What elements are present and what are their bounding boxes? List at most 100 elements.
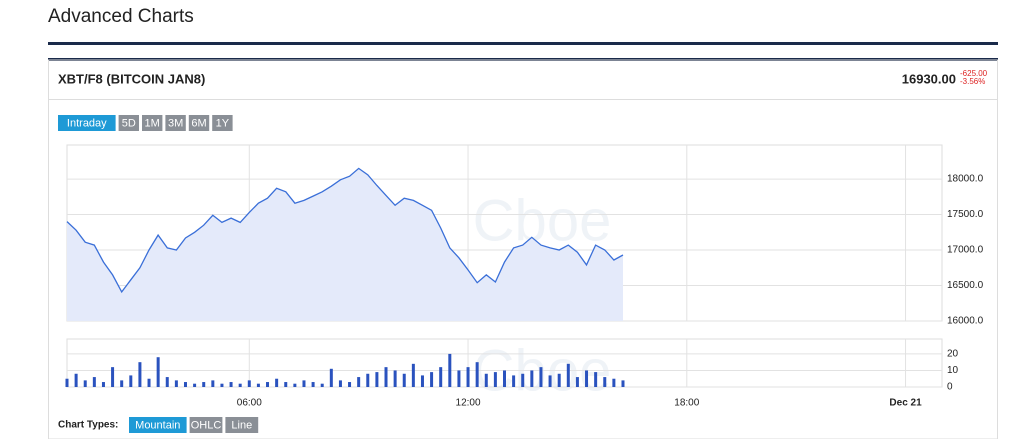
volume-bar <box>621 380 625 387</box>
price-line <box>66 167 624 294</box>
button-bg[interactable] <box>212 115 233 131</box>
button-bg[interactable] <box>58 115 116 131</box>
button-bg[interactable] <box>189 417 223 433</box>
volume-bar <box>256 383 260 387</box>
button[interactable]: 1M <box>142 115 163 131</box>
volume-bar <box>393 370 397 387</box>
volume-bar <box>466 367 470 387</box>
volume-bar <box>539 367 543 387</box>
y-tick-label: 17500.0 <box>947 209 984 220</box>
button-bg[interactable] <box>142 115 163 131</box>
volume-bar <box>575 377 579 387</box>
chart-types-label: Chart Types: <box>58 420 118 431</box>
volume-bar <box>566 363 570 387</box>
button-label[interactable]: OHLC <box>191 419 222 431</box>
volume-bar <box>156 357 160 387</box>
volume-bar <box>129 375 133 387</box>
volume-bar <box>165 377 169 387</box>
volume-bar <box>247 380 251 387</box>
button-label[interactable]: 1M <box>145 117 160 129</box>
volume-bar <box>302 380 306 387</box>
button[interactable]: OHLC <box>189 417 223 433</box>
button-bg[interactable] <box>165 115 186 131</box>
volume-bar <box>366 373 370 387</box>
button[interactable]: 3M <box>165 115 186 131</box>
button[interactable]: Mountain <box>129 417 187 433</box>
watermark: Cboe <box>473 188 612 253</box>
volume-bar <box>193 383 197 387</box>
button[interactable]: Intraday <box>58 115 116 131</box>
volume-bar <box>375 372 379 387</box>
volume-bar <box>101 382 105 387</box>
volume-bar <box>284 382 288 387</box>
button-bg[interactable] <box>129 417 187 433</box>
button-label[interactable]: Mountain <box>135 419 180 431</box>
x-tick-label: 12:00 <box>456 398 481 409</box>
button[interactable]: 5D <box>118 115 139 131</box>
volume-bar <box>120 380 124 387</box>
volume-bar <box>594 372 598 387</box>
volume-bar <box>338 380 342 387</box>
volume-bar <box>238 383 242 387</box>
volume-bar <box>521 373 525 387</box>
change-pct: -3.56% <box>960 77 985 86</box>
volume-bar <box>493 372 497 387</box>
volume-bar <box>430 372 434 387</box>
volume-bar <box>83 380 87 387</box>
volume-bar <box>147 378 151 387</box>
button-label[interactable]: 5D <box>122 117 136 129</box>
volume-bar <box>420 375 424 387</box>
volume-bar <box>457 370 461 387</box>
button-label[interactable]: 3M <box>168 117 183 129</box>
symbol: XBT/F8 (BITCOIN JAN8) <box>58 71 205 86</box>
last-price: 16930.00 <box>902 71 956 86</box>
button-bg[interactable] <box>118 115 139 131</box>
volume-bar <box>585 370 589 387</box>
volume-bar <box>229 382 233 387</box>
volume-bar <box>357 377 361 387</box>
volume-bar <box>448 353 452 387</box>
volume-bar <box>111 367 115 387</box>
volume-bar <box>557 373 561 387</box>
button-bg[interactable] <box>225 417 259 433</box>
volume-bar <box>530 370 534 387</box>
y-tick-label: 17000.0 <box>947 245 984 256</box>
button[interactable]: 1Y <box>212 115 233 131</box>
volume-bar <box>275 378 279 387</box>
y-tick-label: 18000.0 <box>947 174 984 185</box>
y-tick-label: 16000.0 <box>947 316 984 327</box>
volume-bar <box>411 363 415 387</box>
volume-bar <box>612 378 616 387</box>
button-label[interactable]: 1Y <box>216 117 230 129</box>
volume-bar <box>174 380 178 387</box>
volume-bar <box>74 373 78 387</box>
volume-bar <box>548 375 552 387</box>
button[interactable]: 6M <box>188 115 210 131</box>
volume-bar <box>439 367 443 387</box>
button-label[interactable]: 6M <box>191 117 206 129</box>
volume-bar <box>183 382 187 387</box>
volume-bar <box>402 373 406 387</box>
volume-bar <box>293 383 297 387</box>
button-label[interactable]: Intraday <box>67 117 107 129</box>
y-tick-label: 16500.0 <box>947 280 984 291</box>
volume-bar <box>348 382 352 387</box>
volume-bar <box>202 382 206 387</box>
page-title: Advanced Charts <box>48 6 194 27</box>
volume-bar <box>138 362 142 387</box>
button-bg[interactable] <box>188 115 210 131</box>
volume-bar <box>311 382 315 387</box>
volume-bar <box>65 378 69 387</box>
area-fill <box>67 168 623 321</box>
y-tick-label: 10 <box>947 365 959 376</box>
change: -625.00 <box>960 69 988 78</box>
divider <box>48 42 998 45</box>
button-label[interactable]: Line <box>231 419 252 431</box>
x-tick-label: 18:00 <box>674 398 699 409</box>
button[interactable]: Line <box>225 417 259 433</box>
y-tick-label: 20 <box>947 349 959 360</box>
x-tick-label: Dec 21 <box>889 398 922 409</box>
volume-bar <box>211 380 215 387</box>
